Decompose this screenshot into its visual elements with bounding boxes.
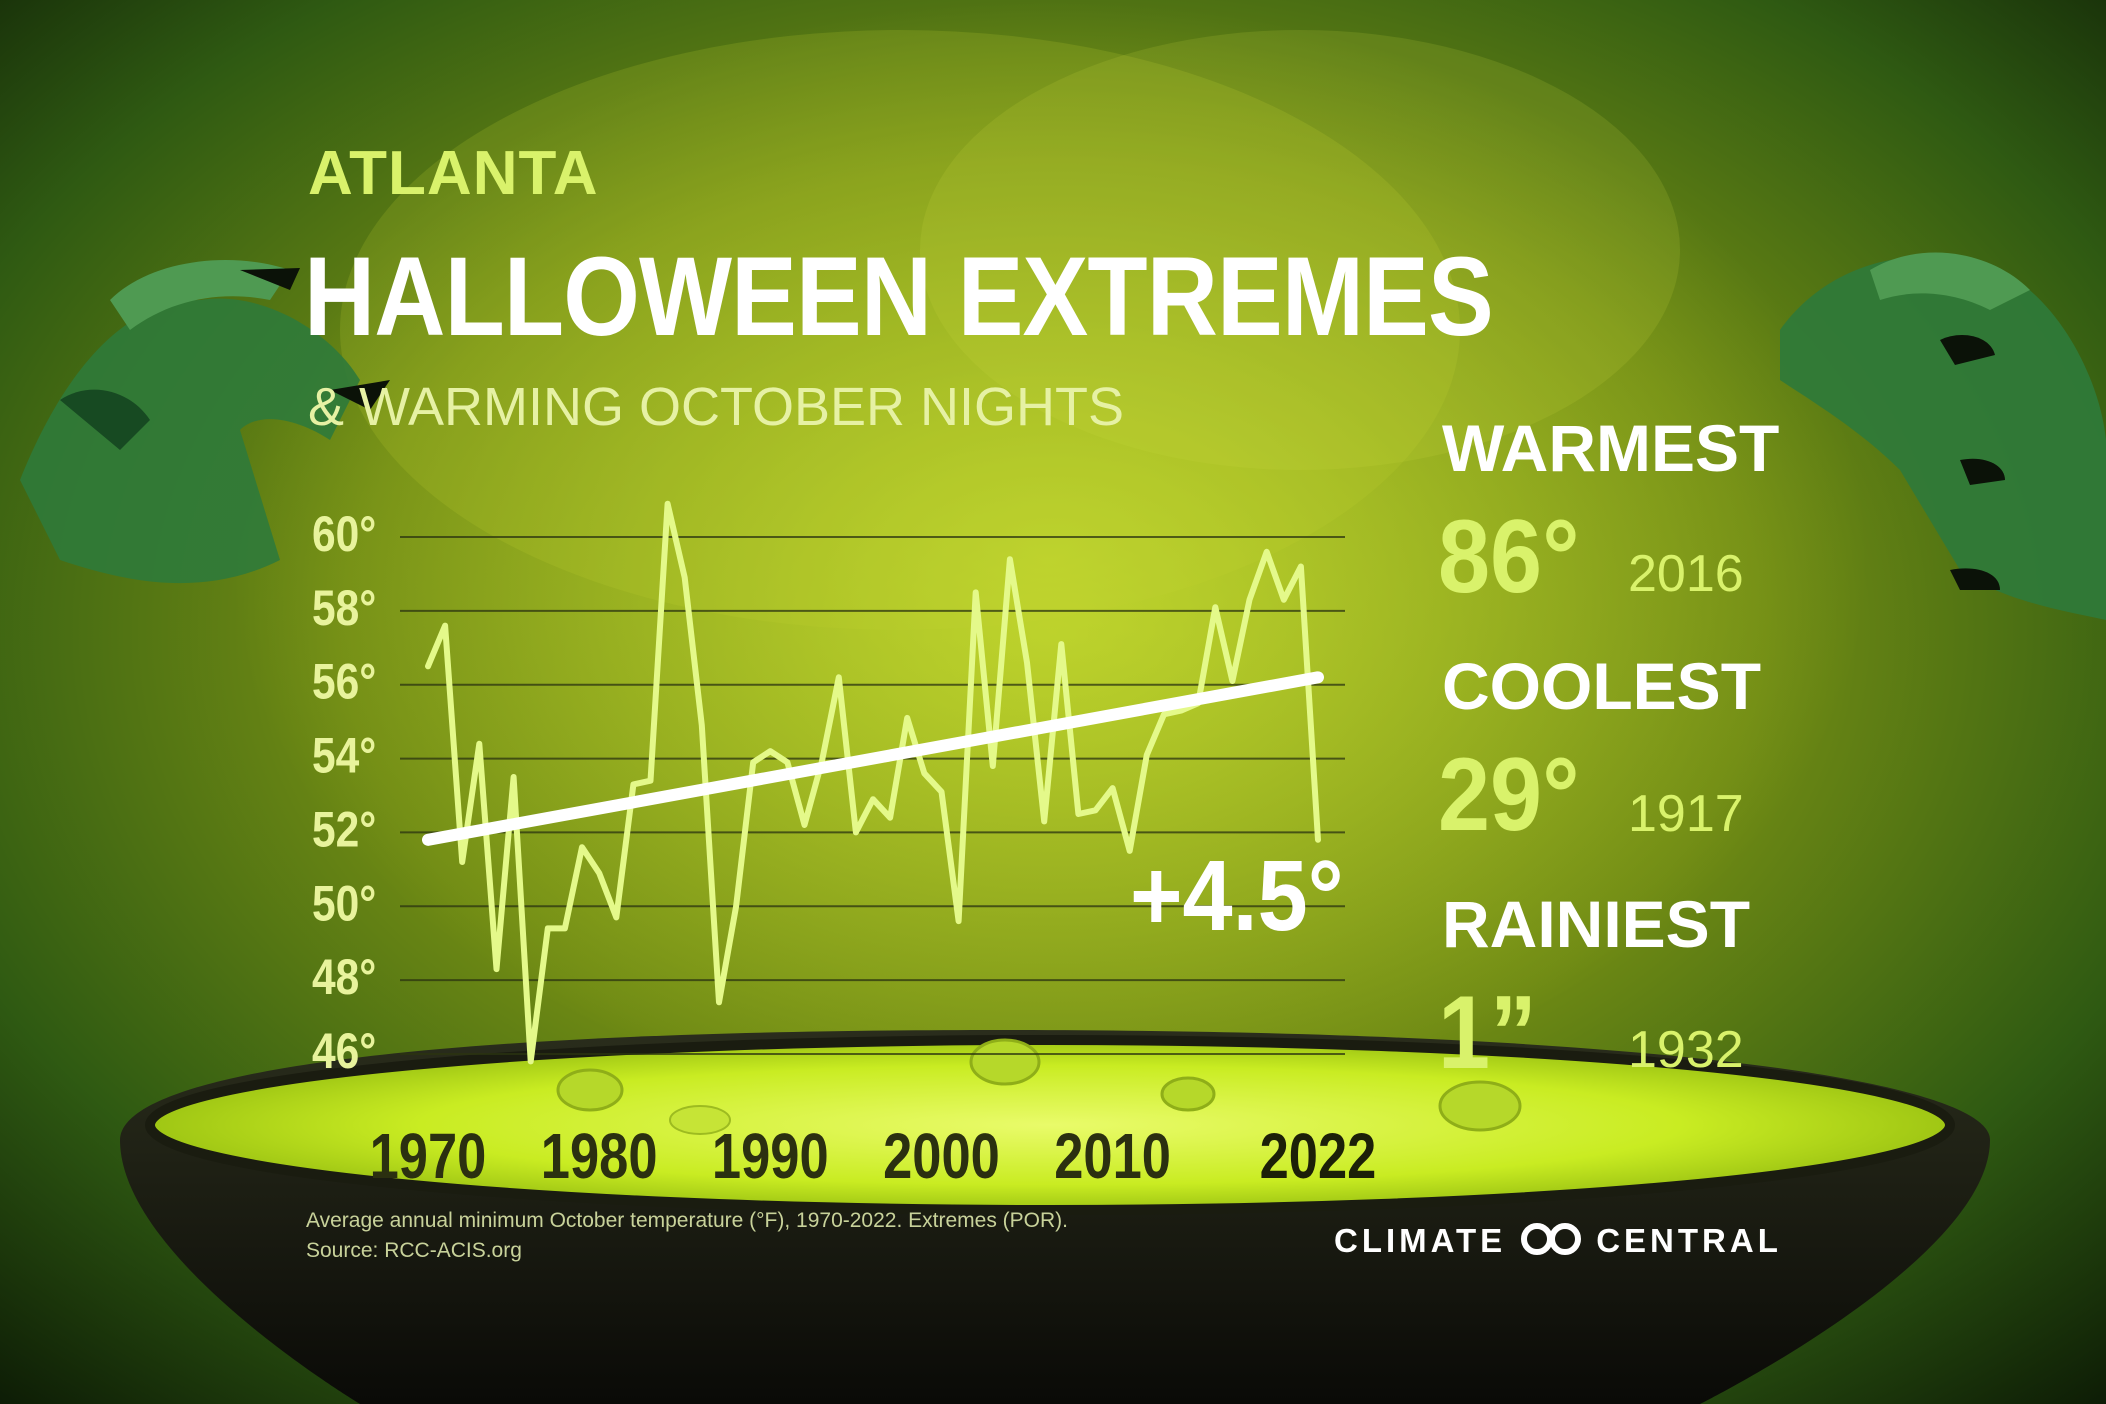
- brand-left: CLIMATE: [1334, 1222, 1507, 1259]
- left-hand-icon: [20, 260, 390, 584]
- temperature-series-line: [425, 500, 1321, 1065]
- y-tick-label: 46°: [312, 1023, 376, 1079]
- data-point: [1178, 708, 1184, 714]
- data-point: [767, 748, 773, 754]
- data-point: [528, 1058, 534, 1064]
- data-point: [904, 715, 910, 721]
- data-point: [699, 722, 705, 728]
- data-point: [648, 778, 653, 784]
- coolest-value: 29°: [1438, 737, 1580, 853]
- y-tick-label: 54°: [312, 727, 376, 783]
- data-point: [1007, 556, 1013, 562]
- footnote: Average annual minimum October temperatu…: [306, 1206, 1068, 1266]
- data-point: [921, 770, 927, 776]
- y-tick-label: 58°: [312, 580, 376, 636]
- data-point: [1264, 549, 1270, 555]
- data-point: [973, 589, 979, 595]
- data-point: [442, 623, 448, 629]
- footnote-source: Source: RCC-ACIS.org: [306, 1239, 522, 1262]
- x-tick-label: 2022: [1260, 1121, 1377, 1192]
- coolest-label: COOLEST: [1442, 649, 1762, 723]
- brand-logo: CLIMATE CENTRAL: [1334, 1222, 1782, 1260]
- data-point: [596, 870, 602, 876]
- data-point: [802, 822, 808, 828]
- city-name: ATLANTA: [308, 139, 599, 208]
- x-tick-label: 2010: [1054, 1121, 1171, 1192]
- x-tick-label: 1980: [541, 1121, 658, 1192]
- data-point: [665, 501, 671, 507]
- data-point: [1075, 811, 1081, 817]
- data-point: [459, 859, 465, 865]
- data-point: [1281, 597, 1287, 603]
- right-hand-icon: [1780, 252, 2106, 620]
- data-point: [1298, 564, 1304, 570]
- rainiest-value: 1”: [1438, 975, 1537, 1091]
- cauldron-icon: [120, 1030, 1990, 1404]
- data-point: [1058, 641, 1064, 647]
- y-tick-label: 50°: [312, 875, 376, 931]
- x-tick-label: 2000: [883, 1121, 1000, 1192]
- trend-line: [422, 671, 1324, 846]
- data-point: [1315, 837, 1321, 843]
- rainiest-year: 1932: [1628, 1021, 1744, 1079]
- data-point: [1161, 711, 1167, 717]
- coolest-year: 1917: [1628, 785, 1744, 843]
- data-point: [493, 966, 499, 972]
- data-point: [733, 903, 739, 909]
- data-point: [716, 999, 722, 1005]
- trend-annotation: +4.5°: [1130, 841, 1344, 952]
- data-point: [562, 925, 568, 931]
- y-tick-label: 60°: [312, 506, 376, 562]
- data-point: [511, 774, 517, 780]
- climate-central-logo-icon: [1521, 1223, 1582, 1255]
- data-point: [853, 829, 859, 835]
- warmest-label: WARMEST: [1442, 411, 1780, 485]
- data-point: [682, 575, 688, 581]
- data-point: [630, 781, 636, 787]
- data-point: [1229, 678, 1235, 684]
- footnote-line-1: Average annual minimum October temperatu…: [306, 1209, 1068, 1232]
- data-point: [870, 796, 876, 802]
- data-point: [1110, 785, 1116, 791]
- data-point: [1212, 604, 1218, 610]
- x-tick-label: 1990: [712, 1121, 829, 1192]
- data-point: [887, 815, 893, 821]
- y-tick-label: 52°: [312, 801, 376, 857]
- data-point: [938, 789, 944, 795]
- data-point: [836, 674, 842, 680]
- subtitle: & WARMING OCTOBER NIGHTS: [308, 377, 1125, 437]
- x-tick-label: 1970: [370, 1121, 487, 1192]
- rainiest-label: RAINIEST: [1442, 887, 1751, 961]
- data-point: [1127, 848, 1133, 854]
- brand-right: CENTRAL: [1596, 1222, 1782, 1259]
- warmest-value: 86°: [1438, 499, 1580, 615]
- data-point: [956, 918, 962, 924]
- data-point: [1041, 818, 1047, 824]
- data-point: [425, 663, 431, 669]
- data-point: [545, 925, 551, 931]
- data-point: [784, 759, 790, 765]
- warmest-year: 2016: [1628, 545, 1744, 603]
- data-point: [1024, 660, 1030, 666]
- data-point: [476, 741, 482, 747]
- page-title: HALLOWEEN EXTREMES: [304, 234, 1494, 359]
- data-point: [1093, 807, 1098, 813]
- y-tick-label: 48°: [312, 949, 376, 1005]
- y-tick-label: 56°: [312, 653, 376, 709]
- data-point: [990, 763, 996, 769]
- data-point: [613, 914, 619, 920]
- data-point: [750, 759, 756, 765]
- data-point: [1144, 752, 1150, 758]
- data-point: [579, 844, 585, 850]
- data-point: [1247, 597, 1253, 603]
